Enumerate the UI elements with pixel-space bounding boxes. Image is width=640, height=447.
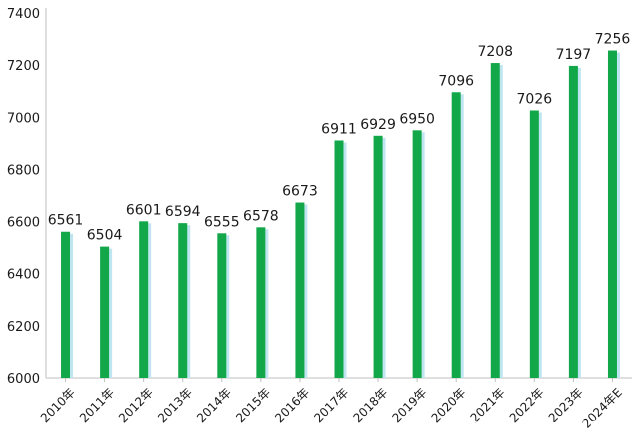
y-tick-label: 7000 (7, 111, 40, 126)
x-tick-label: 2011年 (77, 385, 117, 425)
y-tick-label: 7400 (7, 7, 40, 22)
x-tick-label: 2010年 (38, 385, 78, 425)
y-tick-label: 6600 (7, 216, 40, 231)
bar (568, 65, 578, 379)
data-label: 7197 (556, 47, 592, 63)
y-tick-label: 6000 (7, 372, 40, 387)
y-tick-labels: 6000 6200 6400 6600 6800 7000 7200 7400 (7, 7, 40, 387)
bar (139, 221, 149, 378)
bar (334, 140, 344, 378)
data-label: 6555 (204, 214, 240, 230)
bar (61, 231, 71, 378)
bar (607, 50, 617, 379)
bar (529, 110, 539, 378)
data-label: 7026 (517, 92, 553, 108)
bar (217, 233, 227, 378)
bar (178, 223, 188, 378)
data-label: 7096 (438, 73, 474, 89)
bar (295, 202, 305, 378)
bar (412, 130, 422, 378)
bar (256, 227, 266, 378)
x-tick-label: 2017年 (311, 385, 351, 425)
data-label: 6601 (126, 202, 162, 218)
data-label: 6929 (360, 117, 396, 133)
data-label: 6594 (165, 204, 201, 220)
bar (100, 246, 110, 378)
watermark: 头条 @农资与市场官方号 (472, 419, 630, 436)
data-label: 6578 (243, 208, 279, 224)
y-tick-label: 6800 (7, 163, 40, 178)
bar (373, 135, 383, 378)
data-label: 7208 (477, 44, 513, 60)
x-tick-label: 2016年 (272, 385, 312, 425)
data-label: 6561 (48, 213, 84, 229)
y-tick-label: 6400 (7, 268, 40, 283)
data-label: 6950 (399, 111, 435, 127)
data-label: 7256 (595, 32, 631, 48)
bar (490, 63, 500, 379)
bar (451, 92, 461, 378)
data-label: 6911 (321, 121, 357, 137)
x-tick-label: 2015年 (233, 385, 273, 425)
x-tick-label: 2019年 (389, 385, 429, 425)
data-label: 6673 (282, 184, 318, 200)
x-tick-label: 2020年 (429, 385, 469, 425)
x-tick-label: 2012年 (116, 385, 156, 425)
y-tick-label: 6200 (7, 320, 40, 335)
data-label: 6504 (87, 228, 123, 244)
x-tick-label: 2014年 (194, 385, 234, 425)
x-tick-label: 2018年 (350, 385, 390, 425)
y-tick-label: 7200 (7, 59, 40, 74)
bar-series (61, 50, 620, 379)
x-tick-label: 2013年 (155, 385, 195, 425)
